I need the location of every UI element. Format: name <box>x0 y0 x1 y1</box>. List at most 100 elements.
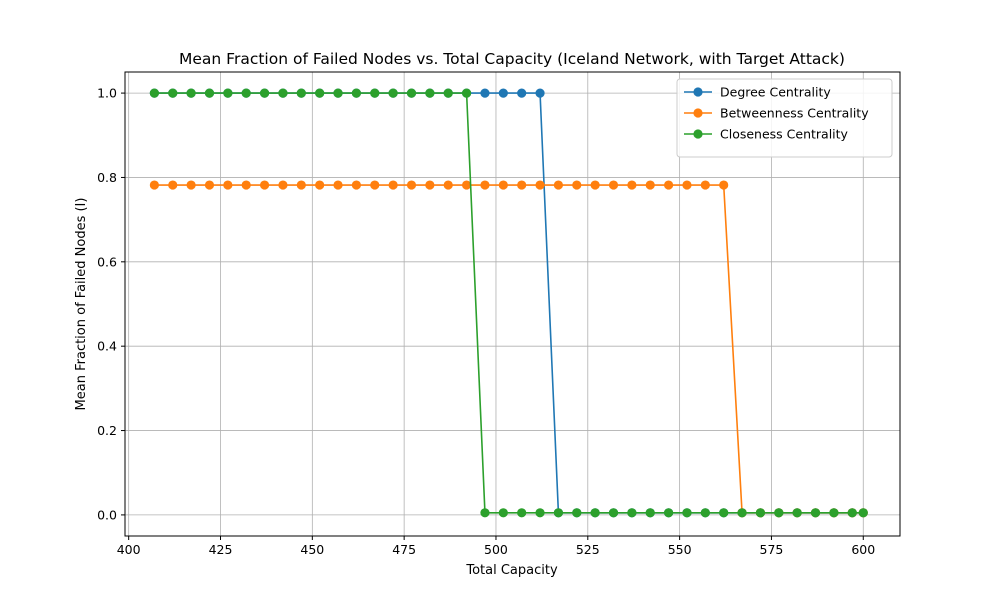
data-point-closeness-centrality <box>664 508 674 518</box>
data-point-betweenness-centrality <box>370 180 380 190</box>
x-axis-title: Total Capacity <box>465 563 558 578</box>
data-point-betweenness-centrality <box>700 180 710 190</box>
ticks: 400 425 450 475 500 525 550 575 600 0.0 0.2 0.4 0.6 0… <box>97 86 875 557</box>
data-point-closeness-centrality <box>572 508 582 518</box>
data-point-closeness-centrality <box>627 508 637 518</box>
data-point-closeness-centrality <box>858 508 868 518</box>
data-point-closeness-centrality <box>370 88 380 98</box>
y-tick-label: 1.0 <box>97 86 117 101</box>
data-point-closeness-centrality <box>259 88 270 98</box>
x-tick-label: 600 <box>851 542 875 557</box>
x-tick-label: 525 <box>576 542 600 557</box>
data-point-closeness-centrality <box>517 508 527 518</box>
data-point-betweenness-centrality <box>664 180 674 190</box>
data-point-betweenness-centrality <box>682 180 692 190</box>
data-point-closeness-centrality <box>278 88 288 98</box>
series-closeness-centrality <box>149 88 868 518</box>
data-point-closeness-centrality <box>461 88 472 98</box>
data-point-betweenness-centrality <box>627 180 637 190</box>
data-point-betweenness-centrality <box>168 180 178 190</box>
data-point-betweenness-centrality <box>443 180 453 190</box>
data-point-closeness-centrality <box>186 88 196 98</box>
data-point-betweenness-centrality <box>590 180 600 190</box>
legend: Degree Centrality Betweenness Centrality C… <box>676 78 893 158</box>
data-point-betweenness-centrality <box>517 180 527 190</box>
data-point-betweenness-centrality <box>719 180 729 190</box>
data-point-closeness-centrality <box>351 88 361 98</box>
y-tick-label: 0.2 <box>97 423 117 438</box>
data-point-betweenness-centrality <box>645 180 655 190</box>
data-point-closeness-centrality <box>223 88 233 98</box>
x-tick-label: 450 <box>300 542 324 557</box>
data-point-betweenness-centrality <box>425 180 435 190</box>
data-point-closeness-centrality <box>774 508 784 518</box>
data-point-betweenness-centrality <box>259 180 270 190</box>
legend-swatch-marker-degree-centrality <box>693 87 703 97</box>
data-point-closeness-centrality <box>755 508 766 518</box>
data-point-betweenness-centrality <box>608 180 619 190</box>
data-point-closeness-centrality <box>498 508 508 518</box>
y-tick-label: 0.0 <box>97 507 117 522</box>
data-point-betweenness-centrality <box>406 180 417 190</box>
legend-box <box>676 78 893 158</box>
legend-label-closeness-centrality: Closeness Centrality <box>720 127 849 142</box>
legend-label-degree-centrality: Degree Centrality <box>720 85 831 100</box>
y-axis-title: Mean Fraction of Failed Nodes (I) <box>74 198 89 411</box>
data-point-closeness-centrality <box>719 508 729 518</box>
data-point-closeness-centrality <box>535 508 545 518</box>
data-point-betweenness-centrality <box>553 180 564 190</box>
data-point-closeness-centrality <box>406 88 417 98</box>
legend-swatch-marker-betweenness-centrality <box>693 108 703 118</box>
y-tick-label: 0.4 <box>97 339 117 354</box>
data-point-betweenness-centrality <box>278 180 288 190</box>
data-point-closeness-centrality <box>810 508 821 518</box>
data-point-degree-centrality <box>535 88 545 98</box>
y-tick-label: 0.8 <box>97 170 117 185</box>
data-point-closeness-centrality <box>149 88 159 98</box>
data-point-betweenness-centrality <box>204 180 215 190</box>
data-point-betweenness-centrality <box>498 180 508 190</box>
data-point-closeness-centrality <box>792 508 802 518</box>
x-tick-label: 400 <box>117 542 141 557</box>
data-point-closeness-centrality <box>443 88 453 98</box>
data-point-closeness-centrality <box>333 88 343 98</box>
chart-title: Mean Fraction of Failed Nodes vs. Total … <box>179 50 845 68</box>
x-tick-label: 575 <box>760 542 784 557</box>
data-point-closeness-centrality <box>700 508 710 518</box>
x-tick-label: 500 <box>484 542 508 557</box>
data-point-degree-centrality <box>517 88 527 98</box>
data-point-degree-centrality <box>480 88 490 98</box>
x-tick-label: 425 <box>209 542 233 557</box>
data-point-betweenness-centrality <box>296 180 306 190</box>
plot-frame <box>124 71 901 537</box>
data-point-betweenness-centrality <box>333 180 343 190</box>
data-point-closeness-centrality <box>553 508 564 518</box>
data-point-degree-centrality <box>498 88 508 98</box>
data-point-closeness-centrality <box>425 88 435 98</box>
data-point-betweenness-centrality <box>535 180 545 190</box>
data-point-betweenness-centrality <box>315 180 325 190</box>
data-point-betweenness-centrality <box>388 180 398 190</box>
data-point-closeness-centrality <box>847 508 857 518</box>
series-line-closeness-centrality <box>154 92 864 514</box>
data-point-closeness-centrality <box>608 508 619 518</box>
data-point-closeness-centrality <box>241 88 251 98</box>
data-point-closeness-centrality <box>829 508 839 518</box>
data-point-closeness-centrality <box>296 88 306 98</box>
data-point-closeness-centrality <box>204 88 215 98</box>
data-point-betweenness-centrality <box>572 180 582 190</box>
data-point-closeness-centrality <box>315 88 325 98</box>
series-layer <box>149 88 868 518</box>
data-point-betweenness-centrality <box>149 180 159 190</box>
data-point-betweenness-centrality <box>351 180 361 190</box>
data-point-betweenness-centrality <box>461 180 472 190</box>
data-point-closeness-centrality <box>682 508 692 518</box>
legend-label-betweenness-centrality: Betweenness Centrality <box>720 106 869 121</box>
x-tick-label: 550 <box>668 542 692 557</box>
data-point-betweenness-centrality <box>241 180 251 190</box>
data-point-closeness-centrality <box>590 508 600 518</box>
data-point-closeness-centrality <box>645 508 655 518</box>
data-point-betweenness-centrality <box>480 180 490 190</box>
data-point-betweenness-centrality <box>186 180 196 190</box>
